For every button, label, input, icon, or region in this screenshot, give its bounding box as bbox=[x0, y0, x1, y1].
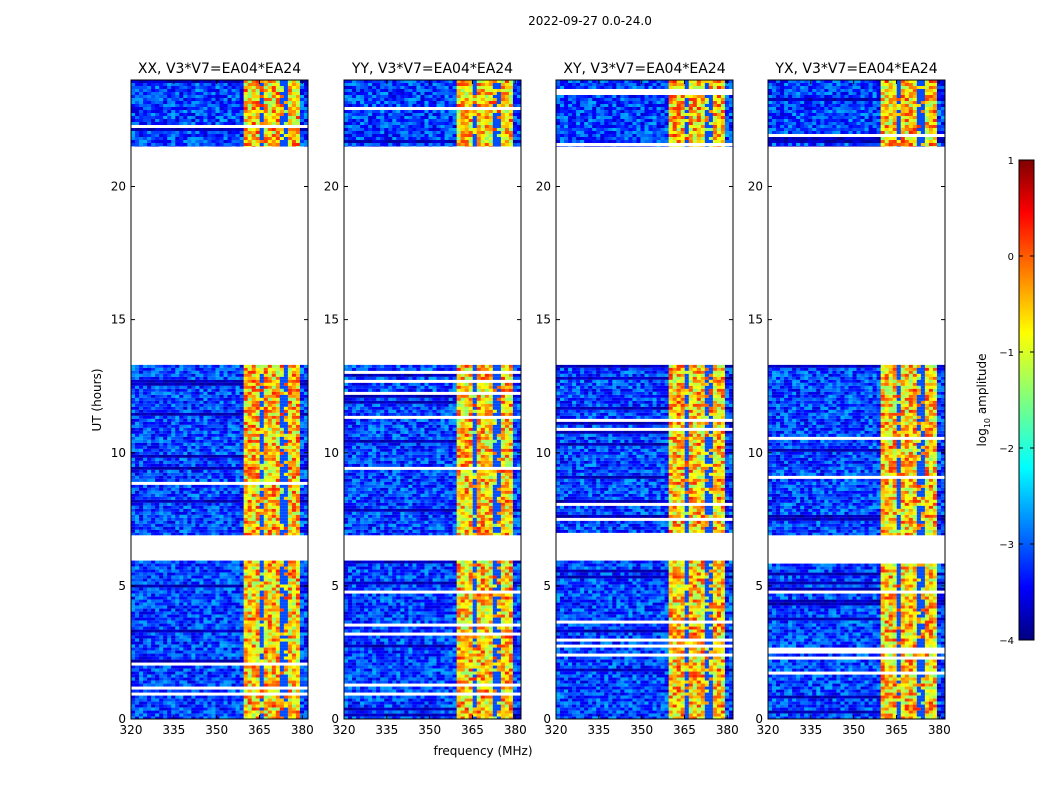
colorbar-tick-label: 1 bbox=[1008, 156, 1014, 167]
x-tick-label: 380 bbox=[716, 723, 739, 737]
x-tick-label: 335 bbox=[375, 723, 398, 737]
figure-title: 2022-09-27 0.0-24.0 bbox=[0, 14, 1050, 28]
y-tick-label: 15 bbox=[748, 313, 763, 327]
x-tick-label: 335 bbox=[587, 723, 610, 737]
plot-frame bbox=[343, 79, 522, 720]
x-tick-label: 320 bbox=[545, 723, 568, 737]
panel-xx: 320 335 350 365 380 0 5 10 15 20 XX, V3*V7=EA04*EA… bbox=[111, 61, 314, 737]
x-tick-label: 350 bbox=[630, 723, 653, 737]
y-tick-label: 5 bbox=[118, 579, 126, 593]
y-tick-label: 0 bbox=[755, 712, 763, 726]
x-tick-label: 380 bbox=[928, 723, 951, 737]
waterfall-image bbox=[344, 80, 521, 719]
y-tick-label: 0 bbox=[331, 712, 339, 726]
plot-frame bbox=[767, 79, 946, 720]
x-tick-label: 350 bbox=[418, 723, 441, 737]
colorbar-tick-label: −4 bbox=[999, 636, 1014, 647]
panel-yx: 320 335 350 365 380 0 5 10 15 20 YX, V3*V7=EA04*EA… bbox=[748, 61, 951, 737]
plot-frame bbox=[555, 79, 734, 720]
x-axis-label: frequency (MHz) bbox=[433, 744, 532, 758]
x-tick-label: 335 bbox=[799, 723, 822, 737]
y-tick-label: 10 bbox=[536, 446, 551, 460]
x-tick-label: 380 bbox=[291, 723, 314, 737]
y-tick-label: 0 bbox=[118, 712, 126, 726]
x-tick-label: 320 bbox=[120, 723, 143, 737]
x-tick-label: 335 bbox=[162, 723, 185, 737]
panel-title: XY, V3*V7=EA04*EA24 bbox=[563, 61, 725, 77]
y-tick-label: 20 bbox=[536, 180, 551, 194]
y-tick-label: 5 bbox=[755, 579, 763, 593]
colorbar-label: log10 amplitude bbox=[975, 354, 992, 447]
x-tick-label: 350 bbox=[205, 723, 228, 737]
colorbar-tick-label: −1 bbox=[999, 348, 1014, 359]
x-tick-label: 320 bbox=[333, 723, 356, 737]
x-tick-label: 320 bbox=[757, 723, 780, 737]
y-tick-label: 20 bbox=[748, 180, 763, 194]
colorbar-tick-label: 0 bbox=[1008, 252, 1014, 263]
y-tick-label: 0 bbox=[543, 712, 551, 726]
y-tick-label: 20 bbox=[324, 180, 339, 194]
y-tick-label: 10 bbox=[748, 446, 763, 460]
y-tick-label: 15 bbox=[536, 313, 551, 327]
y-tick-label: 10 bbox=[324, 446, 339, 460]
waterfall-image bbox=[131, 80, 308, 719]
y-tick-label: 5 bbox=[543, 579, 551, 593]
y-tick-label: 15 bbox=[111, 313, 126, 327]
panel-xy: 320 335 350 365 380 0 5 10 15 20 XY, V3*V7=EA04*EA… bbox=[536, 61, 739, 737]
x-tick-label: 365 bbox=[461, 723, 484, 737]
colorbar-tick-label: −2 bbox=[999, 444, 1014, 455]
x-tick-label: 365 bbox=[673, 723, 696, 737]
y-axis-label: UT (hours) bbox=[90, 368, 104, 431]
y-tick-label: 10 bbox=[111, 446, 126, 460]
y-tick-label: 20 bbox=[111, 180, 126, 194]
waterfall-image bbox=[768, 80, 945, 719]
panel-title: YY, V3*V7=EA04*EA24 bbox=[351, 61, 513, 77]
y-tick-label: 15 bbox=[324, 313, 339, 327]
x-tick-label: 380 bbox=[504, 723, 527, 737]
panel-title: YX, V3*V7=EA04*EA24 bbox=[774, 61, 937, 77]
plot-frame bbox=[130, 79, 309, 720]
x-tick-label: 365 bbox=[248, 723, 271, 737]
waterfall-image bbox=[556, 80, 733, 719]
y-tick-label: 5 bbox=[331, 579, 339, 593]
panel-yy: 320 335 350 365 380 0 5 10 15 20 YY, V3*V7=EA04*EA… bbox=[324, 61, 527, 737]
colorbar-tick-label: −3 bbox=[999, 540, 1014, 551]
colorbar-gradient bbox=[1018, 159, 1035, 641]
x-tick-label: 350 bbox=[842, 723, 865, 737]
panel-title: XX, V3*V7=EA04*EA24 bbox=[138, 61, 301, 77]
x-tick-label: 365 bbox=[885, 723, 908, 737]
